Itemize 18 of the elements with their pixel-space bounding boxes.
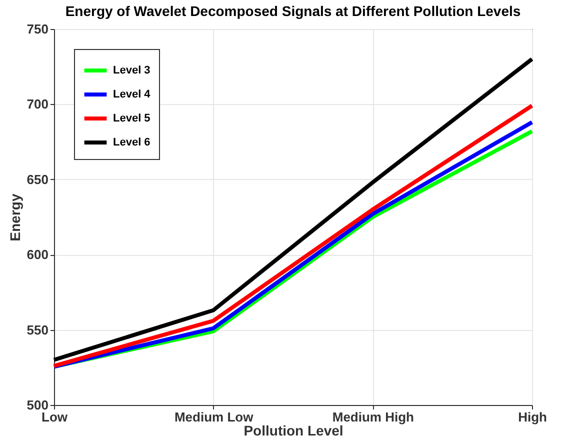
y-tick-label: 650: [26, 172, 48, 187]
legend-label: Level 4: [113, 88, 152, 100]
legend-label: Level 3: [113, 64, 150, 76]
x-tick-label: High: [518, 410, 547, 424]
y-tick-label: 500: [26, 398, 48, 412]
y-axis-title: Energy: [6, 194, 23, 242]
legend-label: Level 6: [113, 136, 150, 148]
y-tick-label: 550: [26, 322, 48, 338]
x-tick-label: Low: [42, 410, 68, 424]
x-tick-label: Medium High: [332, 410, 414, 424]
chart-title: Energy of Wavelet Decomposed Signals at Different Pollution Levels: [65, 3, 521, 19]
y-tick-label: 600: [26, 247, 48, 262]
y-tick-label: 750: [26, 22, 48, 36]
x-tick-label: Medium Low: [174, 410, 254, 424]
y-tick-label: 700: [26, 96, 48, 112]
line-series: [52, 57, 534, 362]
legend-label: Level 5: [113, 112, 150, 124]
x-axis-title: Pollution Level: [244, 422, 344, 438]
